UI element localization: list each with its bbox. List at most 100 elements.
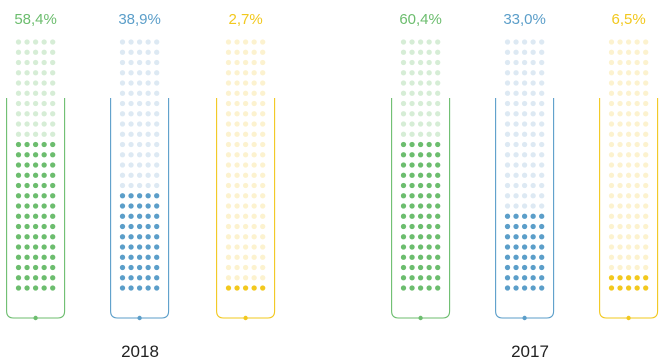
dot-empty <box>617 223 623 230</box>
dot-filled <box>400 223 407 230</box>
dot-empty <box>625 193 632 199</box>
dot-empty <box>32 90 39 96</box>
dot-empty <box>128 162 134 168</box>
dot-empty <box>513 70 519 76</box>
dot-filled <box>539 275 545 281</box>
dot-empty <box>41 131 47 137</box>
year-label: 2017 <box>511 342 549 361</box>
dot-empty <box>119 49 126 55</box>
dot-filled <box>435 152 441 158</box>
dot-empty <box>617 70 623 76</box>
dot-filled <box>409 285 415 291</box>
dot-filled <box>426 213 432 219</box>
dot-filled <box>15 223 22 230</box>
dot-empty <box>242 49 249 55</box>
dot-empty <box>234 70 240 76</box>
dot-filled <box>119 234 126 240</box>
dot-empty <box>634 162 640 168</box>
dot-empty <box>417 121 424 127</box>
dot-empty <box>145 121 151 127</box>
dot-empty <box>608 100 615 107</box>
dot-empty <box>625 223 632 230</box>
dot-filled <box>41 141 47 148</box>
dot-column: 58,4% <box>6 11 66 321</box>
dot-empty <box>521 80 528 86</box>
dot-empty <box>643 111 649 117</box>
dot-filled <box>41 203 47 209</box>
dot-empty <box>119 59 126 66</box>
dot-empty <box>242 254 249 260</box>
dot-empty <box>634 70 640 76</box>
dot-empty <box>643 70 649 76</box>
dot-empty <box>225 111 232 117</box>
dot-empty <box>634 254 640 260</box>
dot-empty <box>234 264 240 271</box>
dot-empty <box>400 49 407 55</box>
dot-filled <box>504 223 511 230</box>
dot-empty <box>41 90 47 96</box>
dot-filled <box>504 275 511 281</box>
dot-empty <box>154 59 160 66</box>
dot-empty <box>530 152 536 158</box>
dot-empty <box>251 182 257 189</box>
dot-empty <box>242 131 249 137</box>
dot-filled <box>32 172 39 178</box>
dot-empty <box>119 90 126 96</box>
dot-filled <box>530 223 536 230</box>
dot-filled <box>154 193 160 199</box>
dot-filled <box>128 244 134 250</box>
dot-empty <box>530 121 536 127</box>
dot-empty <box>41 121 47 127</box>
dot-filled <box>504 234 511 240</box>
dot-empty <box>251 193 257 199</box>
dot-empty <box>234 203 240 209</box>
dot-empty <box>521 121 528 127</box>
dot-filled <box>400 152 407 158</box>
dot-empty <box>513 193 519 199</box>
dot-empty <box>15 39 22 45</box>
dot-empty <box>643 121 649 127</box>
dot-filled <box>409 162 415 168</box>
dot-filled <box>41 244 47 250</box>
dot-filled <box>145 193 151 199</box>
dot-empty <box>242 141 249 148</box>
dot-empty <box>234 162 240 168</box>
dot-empty <box>521 172 528 178</box>
dot-empty <box>521 59 528 66</box>
dot-empty <box>242 264 249 271</box>
dot-empty <box>625 59 632 66</box>
dot-empty <box>242 100 249 107</box>
dot-empty <box>643 80 649 86</box>
dot-empty <box>225 182 232 189</box>
dot-empty <box>260 131 266 137</box>
dot-empty <box>260 213 266 219</box>
dot-filled <box>15 141 22 148</box>
dot-empty <box>242 70 249 76</box>
dot-empty <box>251 141 257 148</box>
dot-filled <box>15 203 22 209</box>
dot-filled <box>15 152 22 158</box>
dot-empty <box>617 244 623 250</box>
dot-empty <box>24 80 30 86</box>
dot-filled <box>154 244 160 250</box>
dot-empty <box>504 49 511 55</box>
dot-empty <box>504 162 511 168</box>
dot-empty <box>530 131 536 137</box>
dot-filled <box>400 254 407 260</box>
dot-empty <box>400 111 407 117</box>
dot-empty <box>530 49 536 55</box>
dot-filled <box>426 275 432 281</box>
container-base-dot <box>626 315 631 321</box>
dot-empty <box>521 100 528 107</box>
dot-empty <box>234 223 240 230</box>
dot-filled <box>128 213 134 219</box>
dot-filled <box>24 172 30 178</box>
dot-empty <box>50 80 56 86</box>
dot-empty <box>119 100 126 107</box>
dot-empty <box>50 90 56 96</box>
dot-empty <box>426 121 432 127</box>
dot-empty <box>242 234 249 240</box>
dot-empty <box>608 193 615 199</box>
dot-filled <box>530 264 536 271</box>
dot-empty <box>128 80 134 86</box>
